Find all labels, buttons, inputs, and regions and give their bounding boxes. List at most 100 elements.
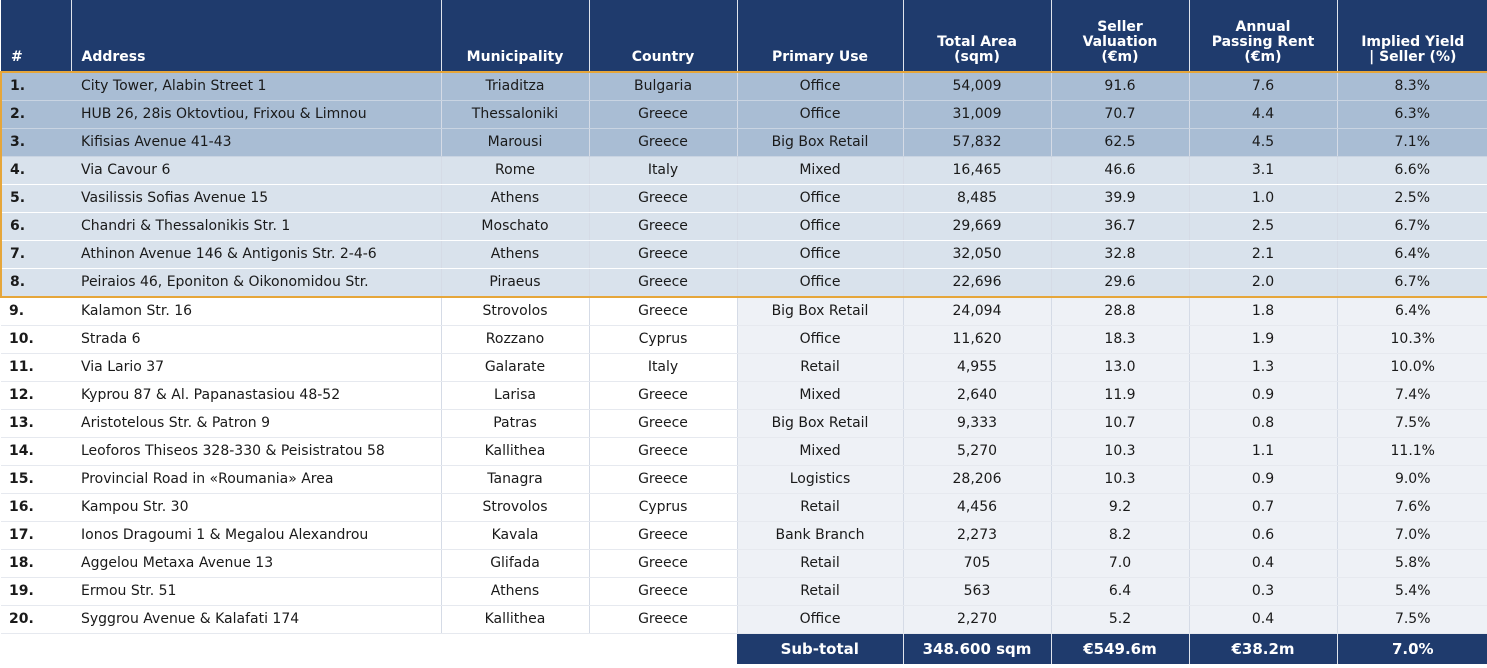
- row-municipality: Rozzano: [440, 325, 589, 354]
- row-annual-rent: 4.5: [1188, 128, 1337, 157]
- row-implied-yield: 6.3%: [1336, 100, 1487, 129]
- row-total-area: 54,009: [902, 71, 1051, 101]
- subtotal-blank: [589, 633, 737, 664]
- row-total-area: 563: [902, 577, 1051, 606]
- header-total-area-line1: Total Area: [937, 34, 1017, 50]
- row-number: 6.: [0, 212, 71, 241]
- row-seller-valuation: 46.6: [1050, 156, 1189, 185]
- header-country: Country: [589, 0, 738, 72]
- row-implied-yield: 6.6%: [1336, 156, 1487, 185]
- row-municipality: Athens: [440, 184, 589, 213]
- row-annual-rent: 2.5: [1188, 212, 1337, 241]
- row-annual-rent: 4.4: [1188, 100, 1337, 129]
- row-address: Syggrou Avenue & Kalafati 174: [71, 605, 441, 634]
- row-country: Greece: [588, 128, 737, 157]
- row-implied-yield: 6.4%: [1336, 240, 1487, 269]
- row-number: 15.: [1, 465, 71, 494]
- header-annual-rent: Annual Passing Rent (€m): [1189, 0, 1338, 72]
- subtotal-area: 348.600 sqm: [903, 633, 1052, 664]
- row-total-area: 31,009: [902, 100, 1051, 129]
- header-seller-valuation-line1: Seller: [1097, 19, 1143, 35]
- row-number: 11.: [1, 353, 71, 382]
- row-municipality: Marousi: [440, 128, 589, 157]
- row-implied-yield: 7.4%: [1336, 381, 1487, 410]
- row-address: HUB 26, 28is Oktovtiou, Frixou & Limnou: [71, 100, 441, 129]
- row-annual-rent: 0.4: [1188, 549, 1337, 578]
- row-seller-valuation: 70.7: [1050, 100, 1189, 129]
- row-seller-valuation: 28.8: [1050, 297, 1189, 326]
- table-row: 18. Aggelou Metaxa Avenue 13 Glifada Greece…: [1, 549, 1487, 578]
- row-primary-use: Big Box Retail: [736, 297, 903, 326]
- row-primary-use: Office: [736, 240, 903, 269]
- row-total-area: 32,050: [902, 240, 1051, 269]
- row-primary-use: Office: [736, 268, 903, 298]
- row-country: Italy: [588, 156, 737, 185]
- row-seller-valuation: 91.6: [1050, 71, 1189, 101]
- row-seller-valuation: 10.7: [1050, 409, 1189, 438]
- row-country: Greece: [588, 297, 737, 326]
- row-address: Kalamon Str. 16: [71, 297, 441, 326]
- row-total-area: 2,640: [902, 381, 1051, 410]
- row-country: Bulgaria: [588, 71, 737, 101]
- row-primary-use: Retail: [736, 577, 903, 606]
- row-municipality: Larisa: [440, 381, 589, 410]
- row-seller-valuation: 9.2: [1050, 493, 1189, 522]
- row-primary-use: Mixed: [736, 381, 903, 410]
- row-implied-yield: 10.3%: [1336, 325, 1487, 354]
- row-address: Peiraios 46, Eponiton & Oikonomidou Str.: [71, 268, 441, 298]
- table-row: 7. Athinon Avenue 146 & Antigonis Str. 2-…: [0, 240, 1487, 269]
- row-municipality: Rome: [440, 156, 589, 185]
- row-address: Athinon Avenue 146 & Antigonis Str. 2-4-…: [71, 240, 441, 269]
- row-country: Cyprus: [588, 325, 737, 354]
- row-implied-yield: 7.5%: [1336, 409, 1487, 438]
- header-annual-rent-line1: Annual: [1235, 19, 1291, 35]
- row-annual-rent: 0.8: [1188, 409, 1337, 438]
- row-municipality: Kallithea: [440, 437, 589, 466]
- row-annual-rent: 3.1: [1188, 156, 1337, 185]
- row-municipality: Galarate: [440, 353, 589, 382]
- header-row: # Address Municipality Country Primary U…: [1, 0, 1487, 72]
- row-municipality: Kallithea: [440, 605, 589, 634]
- row-country: Greece: [588, 240, 737, 269]
- row-primary-use: Big Box Retail: [736, 409, 903, 438]
- table-row: 12. Kyprou 87 & Al. Papanastasiou 48-52 La…: [1, 381, 1487, 410]
- row-address: Aggelou Metaxa Avenue 13: [71, 549, 441, 578]
- row-primary-use: Office: [736, 212, 903, 241]
- table-body: 1. City Tower, Alabin Street 1 Triaditza Bu…: [0, 71, 1487, 634]
- row-seller-valuation: 62.5: [1050, 128, 1189, 157]
- row-seller-valuation: 5.2: [1050, 605, 1189, 634]
- row-number: 12.: [1, 381, 71, 410]
- subtotal-row: Sub-total 348.600 sqm €549.6m €38.2m 7.0…: [1, 633, 1487, 664]
- row-seller-valuation: 29.6: [1050, 268, 1189, 298]
- row-annual-rent: 2.0: [1188, 268, 1337, 298]
- row-annual-rent: 1.1: [1188, 437, 1337, 466]
- row-implied-yield: 8.3%: [1336, 71, 1487, 101]
- header-annual-rent-line2: Passing Rent: [1211, 34, 1315, 50]
- header-implied-yield-line2: | Seller (%): [1369, 49, 1457, 65]
- row-seller-valuation: 10.3: [1050, 465, 1189, 494]
- row-seller-valuation: 7.0: [1050, 549, 1189, 578]
- row-annual-rent: 1.3: [1188, 353, 1337, 382]
- row-country: Greece: [588, 437, 737, 466]
- row-country: Greece: [588, 100, 737, 129]
- row-address: Via Lario 37: [71, 353, 441, 382]
- row-address: Leoforos Thiseos 328-330 & Peisistratou …: [71, 437, 441, 466]
- row-implied-yield: 7.5%: [1336, 605, 1487, 634]
- row-implied-yield: 6.7%: [1336, 268, 1487, 298]
- row-number: 10.: [1, 325, 71, 354]
- row-country: Greece: [588, 605, 737, 634]
- table-row: 5. Vasilissis Sofias Avenue 15 Athens Greec…: [0, 184, 1487, 213]
- row-implied-yield: 6.4%: [1336, 297, 1487, 326]
- row-implied-yield: 7.0%: [1336, 521, 1487, 550]
- row-number: 8.: [0, 268, 71, 298]
- table-row: 8. Peiraios 46, Eponiton & Oikonomidou St…: [0, 268, 1487, 298]
- row-annual-rent: 1.8: [1188, 297, 1337, 326]
- row-annual-rent: 0.9: [1188, 465, 1337, 494]
- row-address: Kifisias Avenue 41-43: [71, 128, 441, 157]
- row-primary-use: Bank Branch: [736, 521, 903, 550]
- row-country: Italy: [588, 353, 737, 382]
- table-row: 20. Syggrou Avenue & Kalafati 174 Kallithe…: [1, 605, 1487, 634]
- row-primary-use: Retail: [736, 353, 903, 382]
- row-country: Greece: [588, 549, 737, 578]
